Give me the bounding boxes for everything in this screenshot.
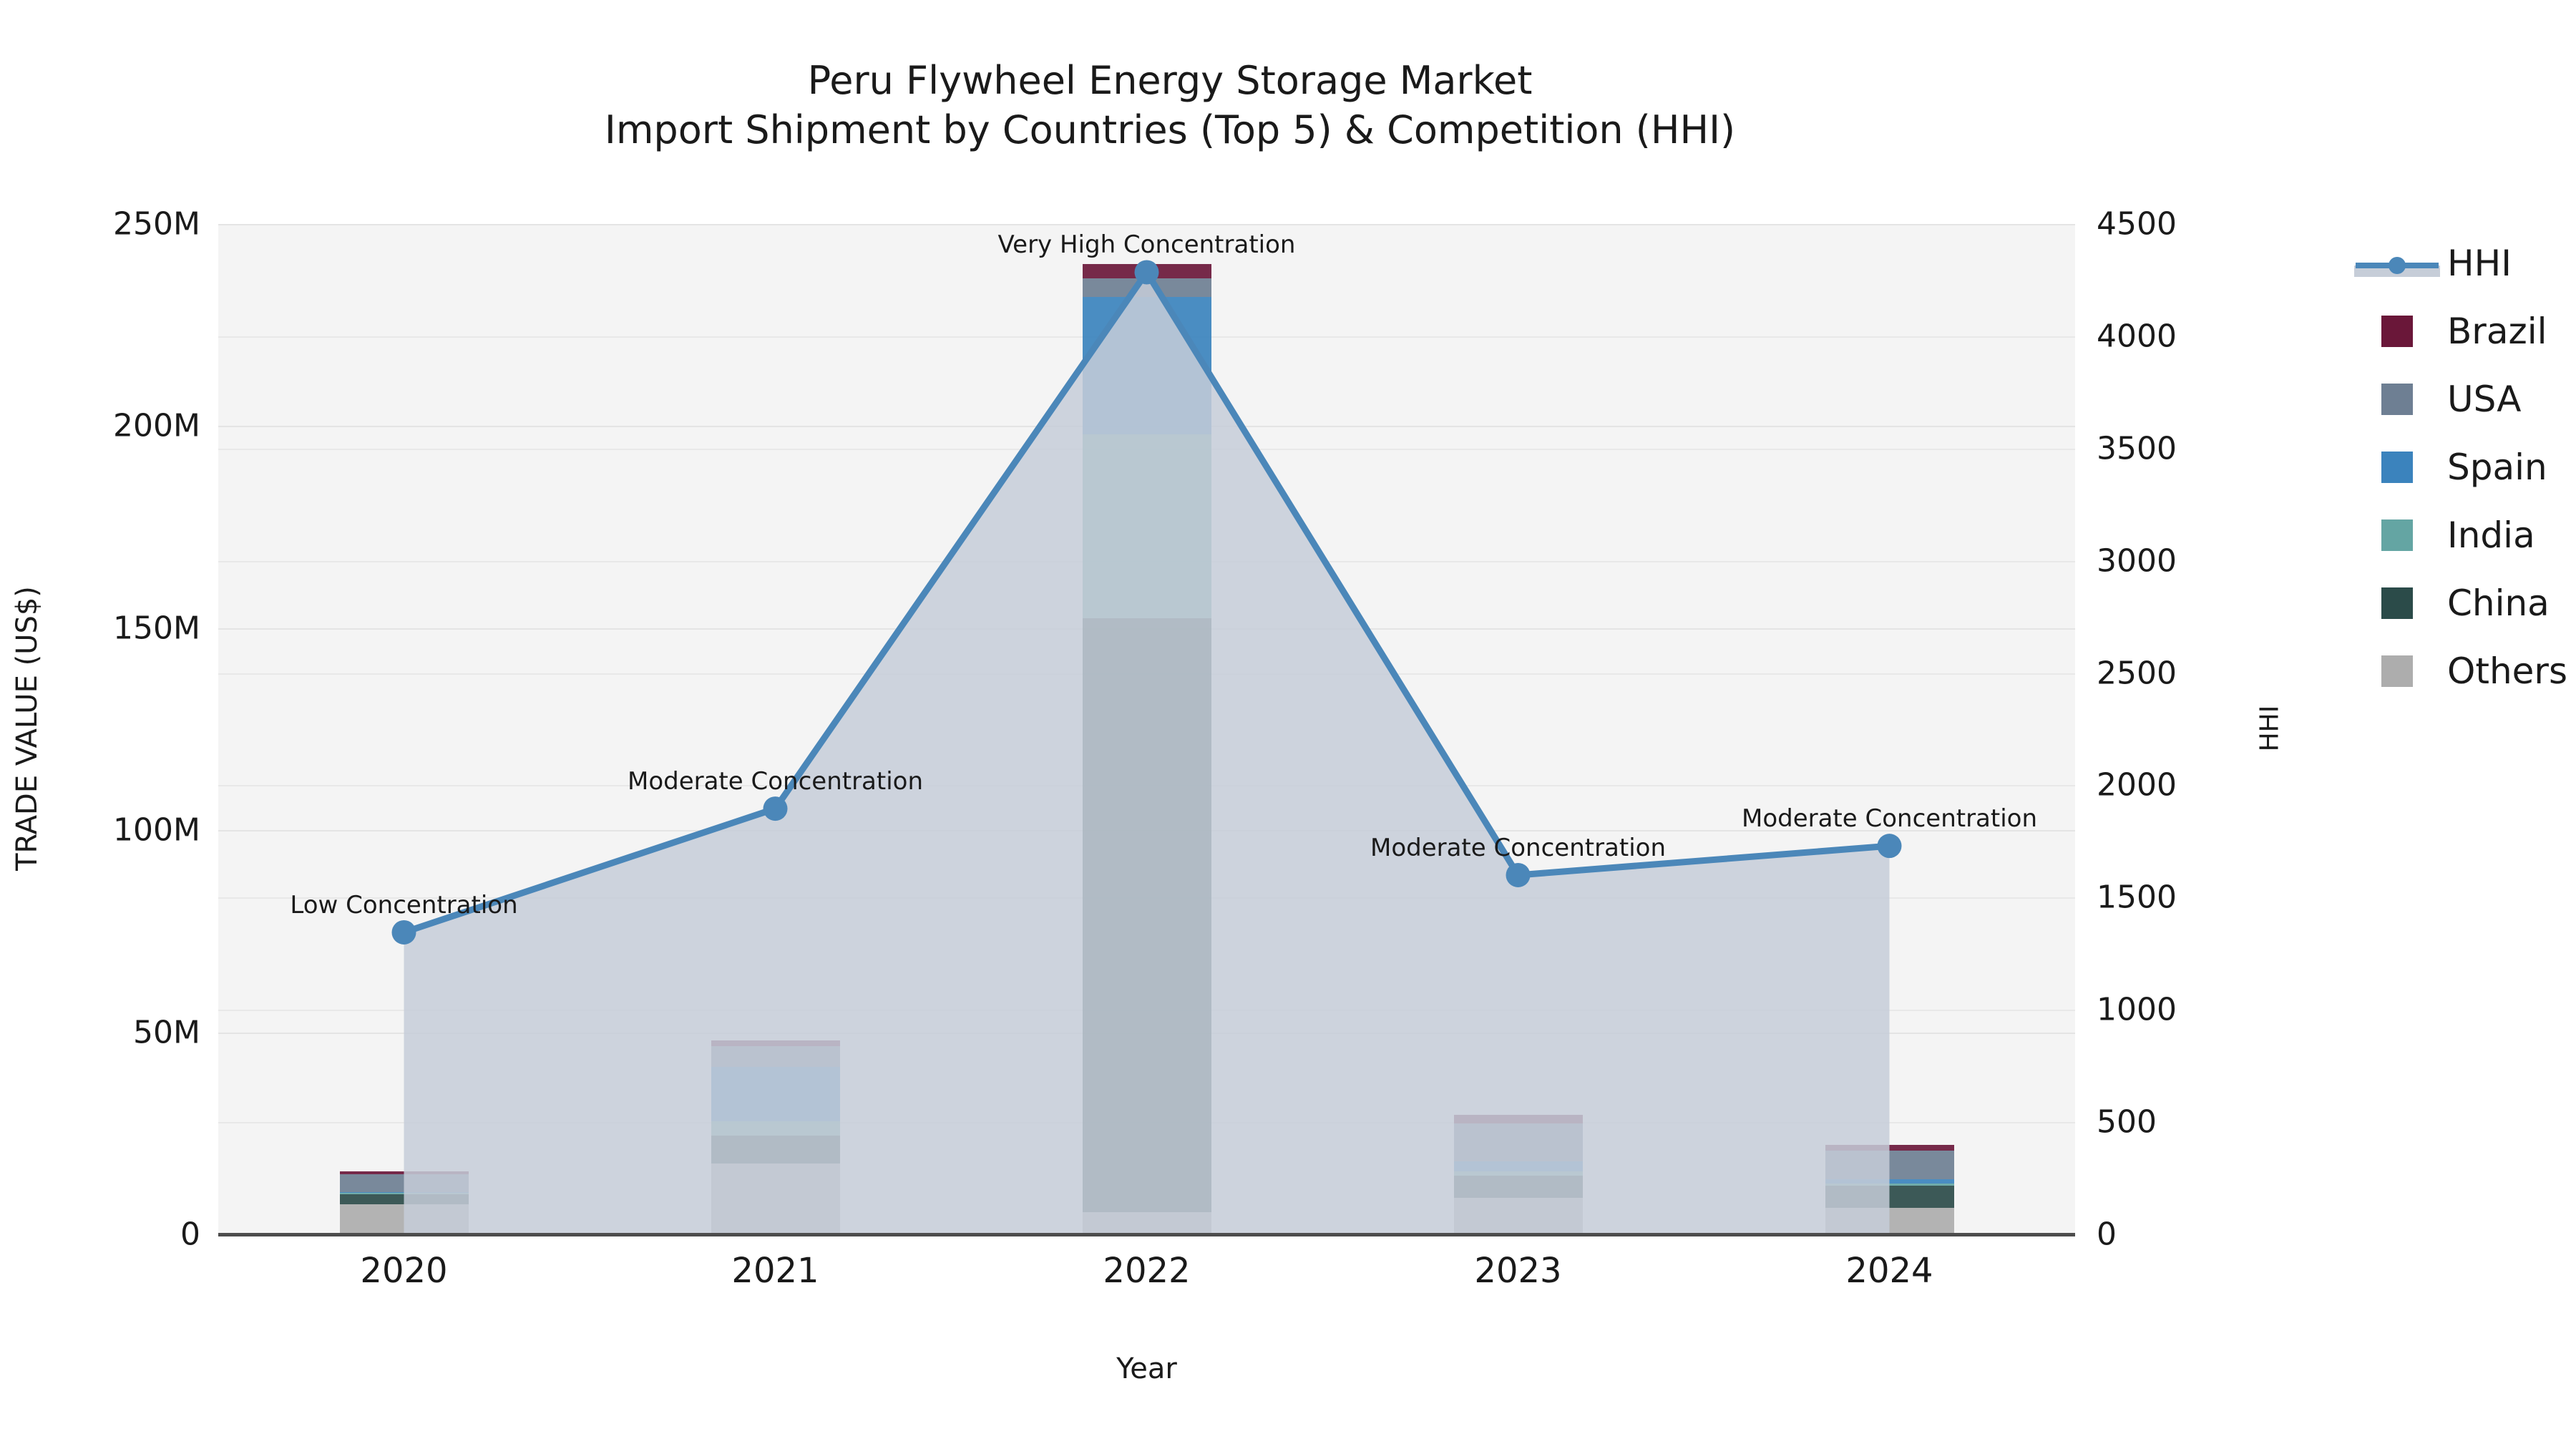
x-tick-2024: 2024 [1845, 1251, 1933, 1291]
y-tick-left-100M: 100M [113, 811, 200, 849]
hhi-marker-2020[interactable] [391, 919, 416, 945]
y-tick-right-3500: 3500 [2097, 430, 2177, 467]
y-tick-right-1000: 1000 [2097, 991, 2177, 1028]
gridline [218, 224, 2075, 225]
x-tick-2020: 2020 [360, 1251, 448, 1291]
y-tick-right-0: 0 [2097, 1216, 2117, 1253]
x-tick-2021: 2021 [731, 1251, 819, 1291]
chart-title-line-2: Import Shipment by Countries (Top 5) & C… [604, 107, 1736, 153]
legend-label-spain: Spain [2447, 446, 2547, 488]
legend-swatch-usa-icon [2381, 383, 2413, 415]
chart-legend: HHI Brazil USA Spain India China Others [2354, 229, 2576, 705]
annotation-2024: Moderate Concentration [1741, 804, 2038, 834]
y-axis-label-right: HHI [2255, 705, 2285, 752]
legend-label-others: Others [2447, 650, 2568, 692]
y-tick-left-250M: 250M [113, 205, 200, 243]
x-axis-line [218, 1233, 2075, 1236]
x-axis-label: Year [1116, 1352, 1177, 1385]
y-tick-right-500: 500 [2097, 1103, 2157, 1141]
legend-label-usa: USA [2447, 378, 2522, 420]
legend-label-china: China [2447, 582, 2550, 624]
legend-item-india[interactable]: India [2354, 501, 2576, 569]
y-tick-right-1500: 1500 [2097, 879, 2177, 916]
y-tick-left-50M: 50M [133, 1014, 200, 1051]
hhi-line-swatch-icon [2354, 247, 2440, 280]
y-tick-right-3000: 3000 [2097, 542, 2177, 580]
hhi-marker-2021[interactable] [763, 796, 788, 821]
annotation-2023: Moderate Concentration [1370, 833, 1667, 862]
annotation-2020: Low Concentration [290, 890, 518, 919]
y-tick-right-4500: 4500 [2097, 205, 2177, 243]
legend-label-hhi: HHI [2447, 242, 2512, 284]
legend-item-china[interactable]: China [2354, 569, 2576, 637]
legend-label-brazil: Brazil [2447, 310, 2547, 352]
y-tick-left-200M: 200M [113, 407, 200, 444]
y-axis-label-left: TRADE VALUE (US$) [11, 586, 44, 871]
annotation-2021: Moderate Concentration [627, 767, 924, 796]
y-tick-left-150M: 150M [113, 610, 200, 647]
hhi-line-series [391, 260, 1902, 1235]
legend-item-others[interactable]: Others [2354, 637, 2576, 705]
legend-item-usa[interactable]: USA [2354, 365, 2576, 433]
y-tick-right-2000: 2000 [2097, 766, 2177, 804]
legend-item-spain[interactable]: Spain [2354, 433, 2576, 501]
y-tick-right-4000: 4000 [2097, 318, 2177, 355]
plot-area [218, 224, 2075, 1236]
legend-swatch-others-icon [2381, 655, 2413, 687]
y-tick-left-0: 0 [180, 1216, 200, 1253]
hhi-marker-2024[interactable] [1877, 834, 1902, 859]
x-tick-2022: 2022 [1103, 1251, 1191, 1291]
hhi-marker-2022[interactable] [1134, 260, 1159, 285]
hhi-area-fill [404, 272, 1890, 1235]
legend-label-india: India [2447, 514, 2535, 556]
legend-swatch-brazil-icon [2381, 315, 2413, 347]
chart-title-line-1: Peru Flywheel Energy Storage Market [807, 58, 1533, 103]
legend-swatch-china-icon [2381, 587, 2413, 619]
legend-swatch-india-icon [2381, 519, 2413, 551]
chart-title: Peru Flywheel Energy Storage Market Impo… [0, 56, 2340, 155]
hhi-marker-2023[interactable] [1506, 862, 1531, 887]
y-tick-right-2500: 2500 [2097, 655, 2177, 692]
legend-item-hhi[interactable]: HHI [2354, 229, 2576, 297]
legend-item-brazil[interactable]: Brazil [2354, 297, 2576, 365]
annotation-2022: Very High Concentration [997, 230, 1296, 260]
x-tick-2023: 2023 [1474, 1251, 1562, 1291]
legend-swatch-spain-icon [2381, 451, 2413, 483]
